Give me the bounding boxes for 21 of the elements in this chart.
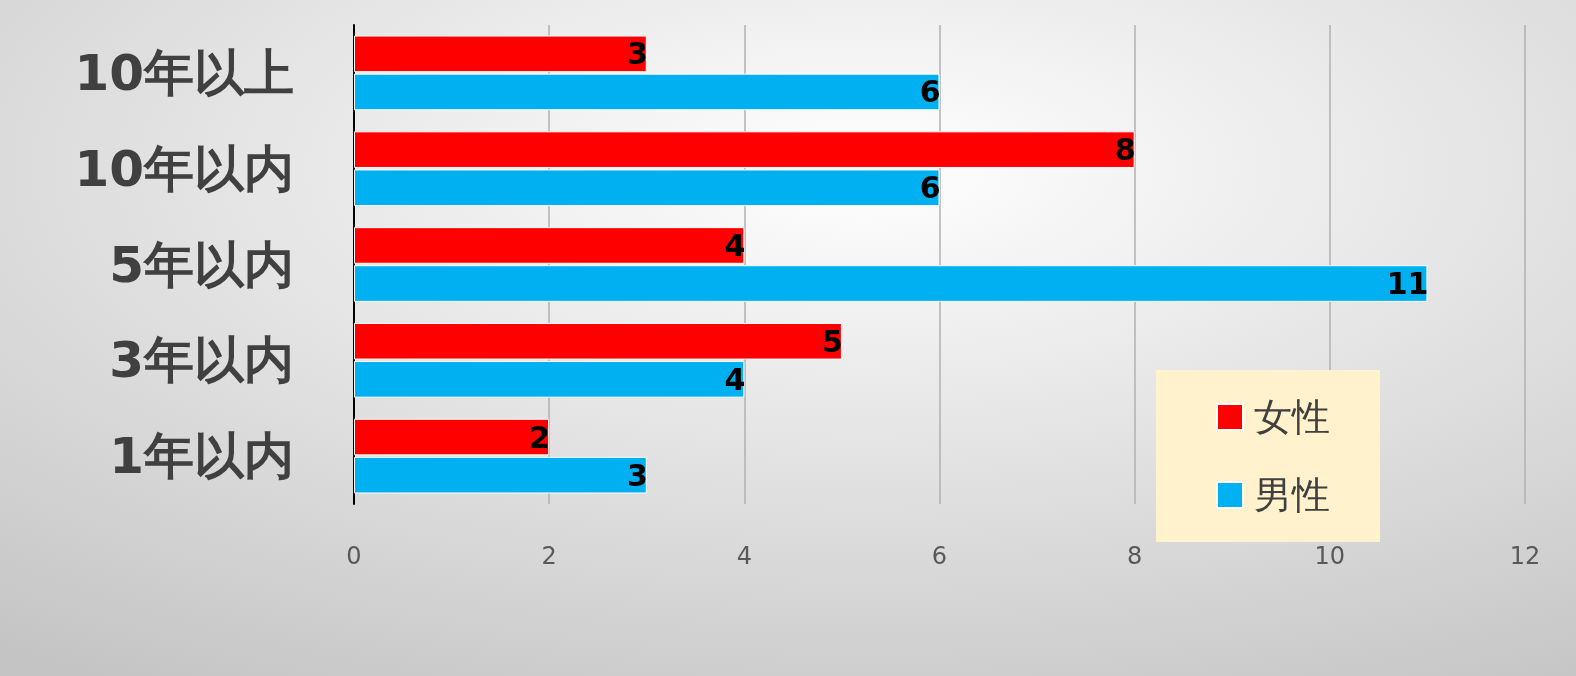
- x-tick-label: 2: [541, 542, 557, 570]
- x-tick-label: 8: [1127, 542, 1143, 570]
- data-label: 3: [626, 36, 648, 72]
- legend-label: 男性: [1254, 473, 1330, 517]
- legend-label: 女性: [1254, 395, 1330, 439]
- x-tick-label: 0: [346, 542, 362, 570]
- y-tick-label: 10年以内: [74, 139, 294, 198]
- y-tick-label: 3年以内: [109, 331, 294, 390]
- x-tick-label: 6: [931, 542, 948, 570]
- data-label: 3: [626, 457, 648, 493]
- data-label: 5: [822, 323, 843, 359]
- data-label: 6: [919, 170, 941, 206]
- x-tick-label: 4: [736, 542, 752, 570]
- data-label: 2: [529, 419, 551, 455]
- data-label: 6: [919, 74, 941, 110]
- x-tick-label: 12: [1509, 542, 1541, 570]
- y-tick-label: 10年以上: [74, 43, 294, 102]
- y-tick-label: 1年以内: [109, 427, 294, 486]
- x-tick-label: 10: [1314, 542, 1346, 570]
- y-tick-label: 5年以内: [109, 235, 294, 294]
- data-label: 8: [1114, 132, 1136, 168]
